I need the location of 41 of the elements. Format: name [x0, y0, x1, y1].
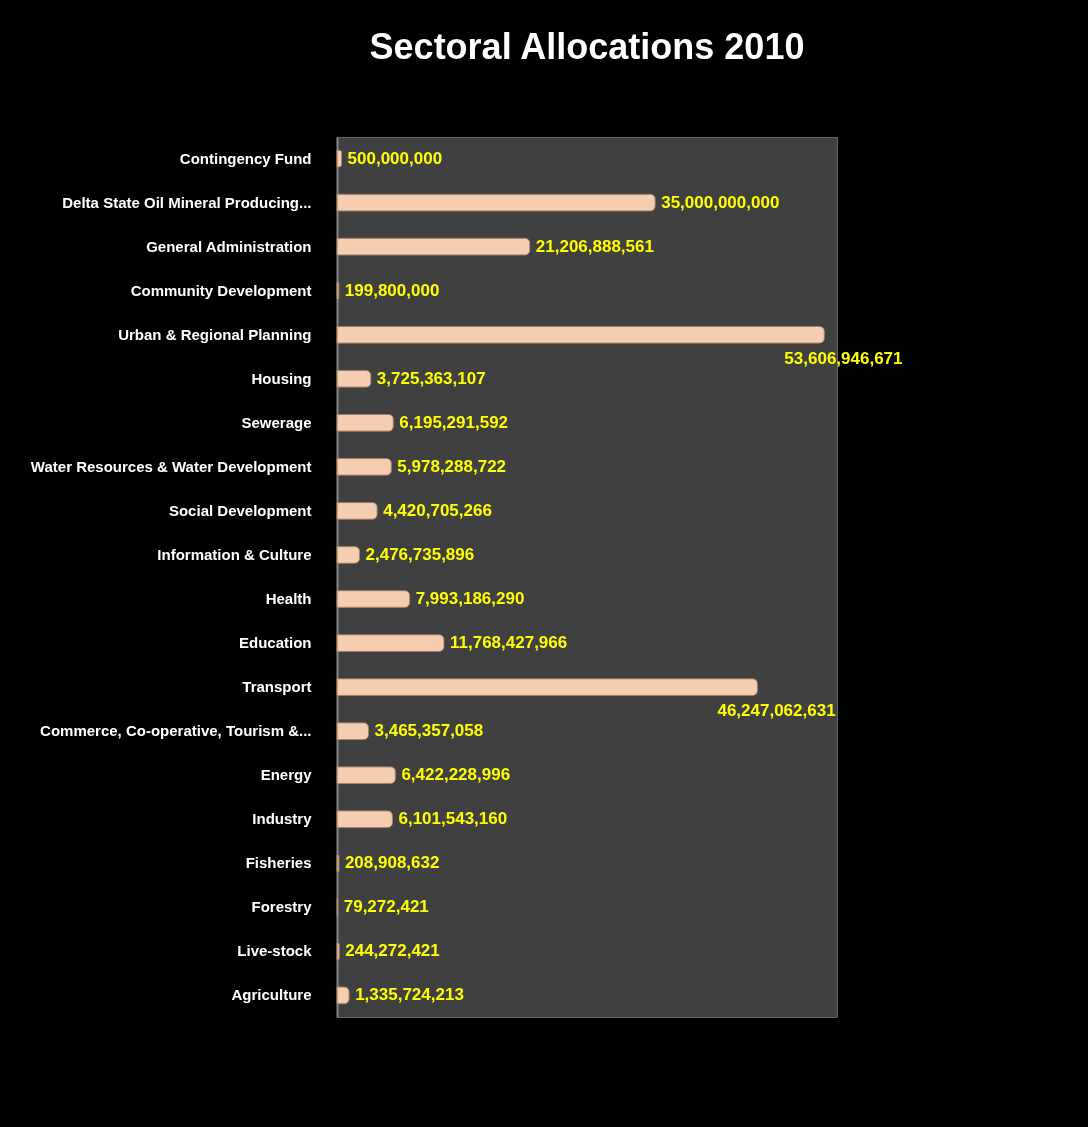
- y-tick-label: Social Development: [168, 501, 312, 519]
- data-label: 4,420,705,266: [383, 500, 492, 520]
- y-tick-label: Live-stock: [237, 942, 313, 960]
- data-label: 79,272,421: [343, 897, 429, 917]
- y-tick-label: Energy: [260, 766, 313, 784]
- data-label: 199,800,000: [344, 280, 440, 300]
- chart-title: Sectoral Allocations 2010: [369, 26, 805, 67]
- y-tick-label: General Administration: [146, 237, 312, 255]
- data-label: 46,247,062,631: [717, 701, 836, 721]
- data-label: 1,335,724,213: [355, 985, 464, 1005]
- data-label: 7,993,186,290: [415, 589, 525, 609]
- data-label: 35,000,000,000: [661, 192, 780, 212]
- y-tick-label: Agriculture: [231, 986, 312, 1004]
- data-label: 3,725,363,107: [376, 368, 486, 388]
- y-tick-label: Community Development: [130, 281, 312, 299]
- y-tick-label: Commerce, Co-operative, Tourism &...: [40, 722, 312, 740]
- data-label: 53,606,946,671: [784, 348, 903, 368]
- y-tick-label: Information & Culture: [157, 545, 312, 563]
- y-tick-label: Industry: [252, 810, 313, 828]
- y-tick-label: Housing: [251, 369, 312, 387]
- data-label: 3,465,357,058: [374, 721, 484, 741]
- y-tick-label: Forestry: [251, 898, 313, 916]
- data-label: 6,195,291,592: [399, 412, 509, 432]
- y-tick-label: Transport: [242, 678, 312, 696]
- y-tick-label: Health: [265, 590, 312, 608]
- y-tick-label: Delta State Oil Mineral Producing...: [62, 193, 312, 211]
- data-label: 21,206,888,561: [535, 236, 654, 256]
- y-tick-label: Sewerage: [241, 413, 312, 431]
- data-label: 500,000,000: [347, 148, 443, 168]
- data-label: 2,476,735,896: [365, 544, 475, 564]
- data-label: 6,422,228,996: [401, 765, 511, 785]
- data-label: 6,101,543,160: [398, 809, 508, 829]
- y-tick-label: Education: [238, 634, 312, 652]
- data-label: 208,908,632: [344, 853, 440, 873]
- data-label: 11,768,427,966: [449, 633, 568, 653]
- data-label: 5,978,288,722: [397, 456, 507, 476]
- y-tick-label: Fisheries: [245, 854, 312, 872]
- y-tick-label: Contingency Fund: [179, 149, 312, 167]
- data-label: 244,272,421: [345, 941, 440, 961]
- y-tick-label: Water Resources & Water Development: [30, 457, 312, 475]
- y-tick-label: Urban & Regional Planning: [118, 325, 312, 343]
